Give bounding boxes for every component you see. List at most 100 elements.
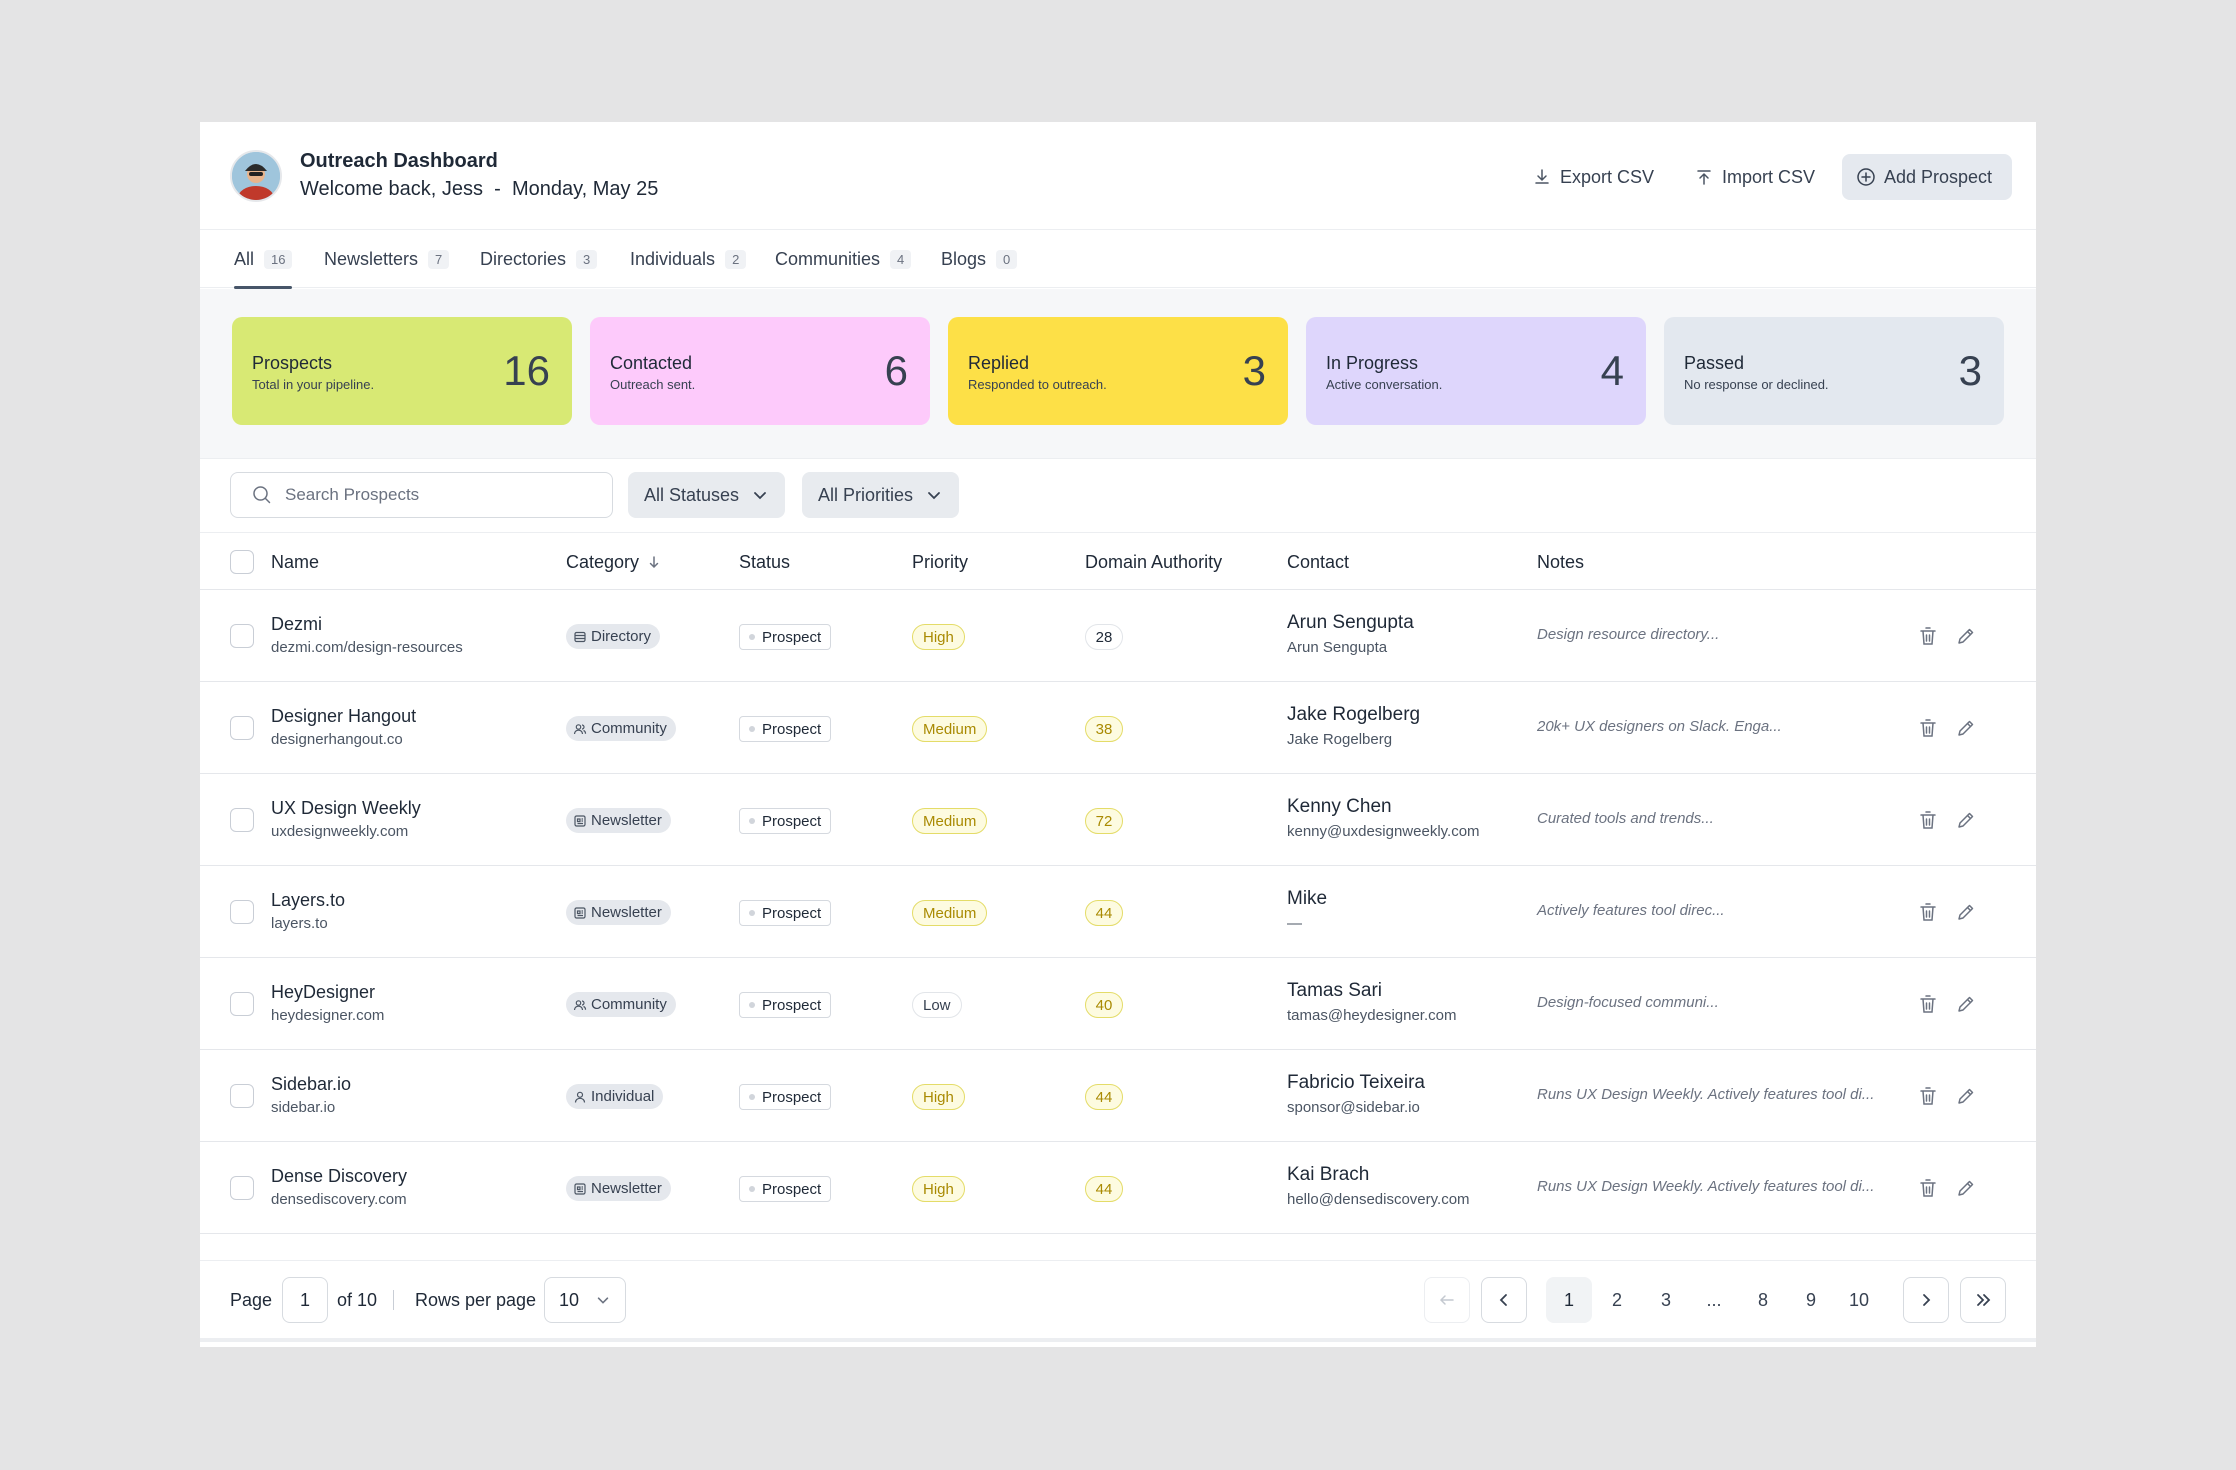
page-number-input[interactable]: 1: [282, 1277, 328, 1323]
prospect-name[interactable]: Sidebar.io: [271, 1074, 352, 1094]
tab-all[interactable]: All 16: [234, 230, 293, 289]
pencil-icon[interactable]: [1954, 992, 1978, 1016]
tab-directories[interactable]: Directories 3: [480, 230, 598, 288]
prospect-name[interactable]: UX Design Weekly: [271, 798, 421, 818]
prospect-name[interactable]: Designer Hangout: [271, 706, 417, 726]
row-checkbox[interactable]: [230, 716, 254, 740]
first-page-button[interactable]: [1424, 1277, 1470, 1323]
pencil-icon[interactable]: [1954, 808, 1978, 832]
status-filter-dropdown[interactable]: All Statuses: [628, 472, 786, 518]
tab-count: 0: [996, 249, 1018, 269]
prospect-url: heydesigner.com: [271, 1007, 385, 1024]
add-prospect-label: Add Prospect: [1884, 166, 1993, 187]
page-button-8[interactable]: 8: [1757, 1289, 1768, 1310]
column-contact[interactable]: Contact: [1287, 551, 1350, 572]
prospect-name[interactable]: Dense Discovery: [271, 1166, 408, 1186]
stat-card-in-progress[interactable]: In Progress Active conversation. 4: [1306, 317, 1646, 425]
pencil-icon[interactable]: [1954, 716, 1978, 740]
stat-card-replied[interactable]: Replied Responded to outreach. 3: [948, 317, 1288, 425]
table-row[interactable]: Dezmi dezmi.com/design-resources Directo…: [200, 590, 2036, 682]
row-checkbox[interactable]: [230, 624, 254, 648]
contact-email: tamas@heydesigner.com: [1287, 1007, 1457, 1024]
pencil-icon[interactable]: [1954, 1176, 1978, 1200]
rows-per-page-value: 10: [559, 1289, 580, 1310]
column-priority[interactable]: Priority: [912, 551, 969, 572]
stat-description: Active conversation.: [1326, 377, 1443, 392]
stat-label: In Progress: [1326, 353, 1419, 373]
domain-authority-badge: 38: [1085, 716, 1123, 742]
trash-icon[interactable]: [1916, 1084, 1940, 1108]
trash-icon[interactable]: [1916, 900, 1940, 924]
priority-filter-dropdown[interactable]: All Priorities: [802, 472, 960, 518]
newsletter-icon: [574, 814, 586, 827]
page-button-2[interactable]: 2: [1611, 1289, 1622, 1310]
table-row[interactable]: HeyDesigner heydesigner.com Community Pr…: [200, 958, 2036, 1050]
export-csv-button[interactable]: Export CSV: [1518, 154, 1668, 200]
prospect-name[interactable]: Layers.to: [271, 890, 346, 910]
column-status[interactable]: Status: [739, 551, 791, 572]
trash-icon[interactable]: [1916, 992, 1940, 1016]
trash-icon[interactable]: [1916, 1176, 1940, 1200]
table-row[interactable]: UX Design Weekly uxdesignweekly.com News…: [200, 774, 2036, 866]
status-label: Prospect: [762, 1088, 822, 1106]
page-button-3[interactable]: 3: [1660, 1289, 1671, 1310]
row-checkbox[interactable]: [230, 1084, 254, 1108]
column-domain-authority[interactable]: Domain Authority: [1085, 551, 1223, 572]
search-box[interactable]: [230, 472, 613, 518]
prospect-name[interactable]: HeyDesigner: [271, 982, 376, 1002]
trash-icon[interactable]: [1916, 808, 1940, 832]
page-button-1[interactable]: 1: [1546, 1277, 1592, 1323]
rows-per-page-select[interactable]: 10: [544, 1277, 626, 1323]
next-page-button[interactable]: [1903, 1277, 1949, 1323]
status-label: Prospect: [762, 996, 822, 1014]
pencil-icon[interactable]: [1954, 900, 1978, 924]
search-input[interactable]: [285, 485, 605, 505]
status-badge: Prospect: [739, 992, 832, 1018]
tab-communities[interactable]: Communities 4: [775, 230, 912, 288]
prospect-name[interactable]: Dezmi: [271, 614, 323, 634]
table-row[interactable]: Dense Discovery densediscovery.com Newsl…: [200, 1142, 2036, 1234]
tab-blogs[interactable]: Blogs 0: [941, 230, 1018, 288]
tab-individuals[interactable]: Individuals 2: [630, 230, 747, 288]
row-checkbox[interactable]: [230, 992, 254, 1016]
trash-icon[interactable]: [1916, 624, 1940, 648]
table-row[interactable]: Designer Hangout designerhangout.co Comm…: [200, 682, 2036, 774]
column-category-label: Category: [566, 551, 640, 572]
row-checkbox[interactable]: [230, 1176, 254, 1200]
trash-icon[interactable]: [1916, 716, 1940, 740]
row-checkbox[interactable]: [230, 808, 254, 832]
table-row[interactable]: Layers.to layers.to Newsletter Prospect …: [200, 866, 2036, 958]
add-prospect-button[interactable]: Add Prospect: [1842, 154, 2013, 200]
filter-bar: All Statuses All Priorities: [200, 460, 2036, 532]
welcome-line: Welcome back, Jess - Monday, May 25: [300, 178, 658, 201]
stat-card-contacted[interactable]: Contacted Outreach sent. 6: [590, 317, 930, 425]
pencil-icon[interactable]: [1954, 1084, 1978, 1108]
table-row[interactable]: Sidebar.io sidebar.io Individual Prospec…: [200, 1050, 2036, 1142]
status-filter-label: All Statuses: [644, 484, 740, 505]
welcome-text: Welcome back, Jess: [300, 178, 484, 200]
tab-label: Communities: [775, 248, 881, 269]
column-category[interactable]: Category: [566, 533, 661, 591]
tab-count: 16: [264, 249, 293, 269]
column-name[interactable]: Name: [271, 551, 320, 572]
page-button-10[interactable]: 10: [1848, 1289, 1870, 1310]
prospect-url: densediscovery.com: [271, 1191, 407, 1208]
tab-newsletters[interactable]: Newsletters 7: [324, 230, 450, 288]
last-page-button[interactable]: [1960, 1277, 2006, 1323]
contact-name: Fabricio Teixeira: [1287, 1072, 1425, 1093]
pencil-icon[interactable]: [1954, 624, 1978, 648]
row-checkbox[interactable]: [230, 900, 254, 924]
column-notes[interactable]: Notes: [1537, 551, 1585, 572]
stat-card-prospects[interactable]: Prospects Total in your pipeline. 16: [232, 317, 572, 425]
status-badge: Prospect: [739, 808, 832, 834]
avatar[interactable]: [230, 150, 282, 202]
prospect-url: layers.to: [271, 915, 328, 932]
newsletter-icon: [574, 1182, 586, 1195]
previous-page-button[interactable]: [1481, 1277, 1527, 1323]
select-all-checkbox[interactable]: [230, 550, 254, 574]
stat-card-passed[interactable]: Passed No response or declined. 3: [1664, 317, 2004, 425]
page-button-9[interactable]: 9: [1805, 1289, 1816, 1310]
sort-down-icon: [649, 556, 659, 569]
import-csv-button[interactable]: Import CSV: [1680, 154, 1829, 200]
contact-name: Arun Sengupta: [1287, 612, 1414, 633]
